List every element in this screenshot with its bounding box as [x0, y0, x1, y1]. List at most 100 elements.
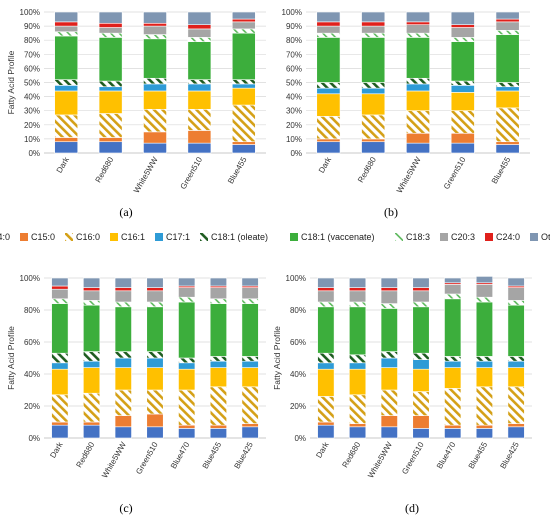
bar-segment — [114, 290, 132, 303]
x-tick-label: Green510 — [179, 155, 205, 191]
bar-segment — [146, 351, 164, 359]
y-tick-label: 0% — [294, 434, 306, 443]
legend-swatch — [65, 233, 73, 241]
bar-segment — [380, 351, 398, 359]
bar-segment — [349, 362, 367, 370]
bar-segment — [380, 277, 398, 288]
x-tick-label: Blue455 — [201, 440, 224, 470]
y-tick-label: 30% — [24, 107, 40, 116]
bar-segment — [231, 144, 256, 154]
x-tick-label: Red680 — [74, 440, 96, 469]
chart-panels: 0% 10% 20% 30% 40% 50% 60% 70% 80% 90% 100% Fatty A… — [6, 8, 532, 515]
bar-segment — [406, 21, 430, 25]
bar-segment — [475, 356, 493, 362]
bar-segment — [450, 142, 475, 154]
bar-segment — [317, 352, 335, 364]
y-tick-label: 80% — [286, 36, 302, 45]
bar-segment — [241, 426, 259, 439]
bar-segment — [143, 131, 167, 144]
bar-segment — [187, 83, 212, 92]
legend-item: C16:1 — [110, 232, 145, 242]
legend-label: Other — [541, 232, 550, 242]
bar-segment — [406, 142, 430, 154]
bar-segment — [450, 37, 475, 42]
bar-segment — [231, 141, 256, 145]
bar-segment — [83, 277, 101, 288]
bar-segment — [178, 362, 196, 370]
bar-segment — [231, 21, 256, 30]
x-tick-label: Blue455 — [490, 155, 513, 185]
bar-segment — [209, 298, 227, 304]
bar-segment — [507, 426, 525, 439]
x-tick-label: Green510 — [442, 155, 468, 191]
panel-label: (b) — [384, 205, 398, 219]
bar-segment — [444, 298, 462, 357]
y-tick-label: 30% — [286, 107, 302, 116]
bar-segment — [231, 87, 256, 106]
bar-segment — [209, 287, 227, 300]
bar-segment — [83, 360, 101, 368]
bar-segment — [412, 277, 430, 288]
y-tick-label: 10% — [286, 135, 302, 144]
y-tick-label: 70% — [286, 50, 302, 59]
x-tick-label: Dark — [55, 155, 72, 175]
bar-segment — [412, 301, 430, 308]
bar-segment — [507, 386, 525, 424]
bar-segment — [231, 18, 256, 23]
bar-segment — [98, 11, 123, 24]
bar-segment — [361, 138, 386, 143]
bar-segment — [475, 428, 493, 439]
bar-segment — [51, 277, 69, 287]
bar-segment — [495, 107, 520, 143]
x-tick-label: Blue425 — [232, 440, 255, 470]
bar-segment — [317, 396, 335, 423]
bar-segment — [495, 86, 520, 92]
bar-segment — [231, 11, 256, 20]
bar-segment — [51, 352, 69, 364]
bar-segment — [114, 306, 132, 352]
bar-segment — [241, 277, 259, 287]
legend-swatch — [485, 233, 493, 241]
bar-segment — [317, 424, 335, 439]
bar-segment — [444, 424, 462, 429]
bar-segment — [231, 32, 256, 80]
chart-panel: 0% 10% 20% 30% 40% 50% 60% 70% 80% 90% 100% Fatty A… — [6, 8, 266, 219]
bar-segment — [98, 90, 123, 114]
y-tick-label: 50% — [24, 79, 40, 88]
bar-segment — [361, 32, 386, 38]
x-tick-label: Blue425 — [498, 440, 521, 470]
bar-segment — [98, 137, 123, 143]
bar-segment — [51, 288, 69, 300]
bar-segment — [231, 28, 256, 34]
legend-label: C24:0 — [496, 232, 520, 242]
legend-swatch — [200, 233, 208, 241]
bar-segment — [361, 25, 386, 34]
bar-segment — [209, 367, 227, 388]
bar-segment — [178, 357, 196, 364]
bar-segment — [143, 34, 167, 40]
bar-segment — [241, 287, 259, 300]
x-tick-label: Blue455 — [467, 440, 490, 470]
legend-item: C18:3 — [395, 232, 430, 242]
y-tick-label: 60% — [24, 338, 40, 347]
bar-segment — [406, 90, 430, 111]
bar-segment — [380, 287, 398, 292]
bar-segment — [495, 21, 520, 31]
bar-segment — [495, 11, 520, 20]
bar-segment — [178, 287, 196, 298]
bar-segment — [361, 141, 386, 154]
bar-segment — [495, 82, 520, 88]
bar-segment — [507, 300, 525, 306]
bar-segment — [114, 277, 132, 288]
legend-item: C20:3 — [440, 232, 475, 242]
bar-segment — [412, 415, 430, 429]
bar-segment — [361, 82, 386, 89]
bar-segment — [114, 357, 132, 368]
bar-segment — [361, 93, 386, 116]
bar-segment — [380, 389, 398, 416]
y-tick-label: 100% — [282, 8, 302, 17]
bar-segment — [316, 25, 341, 34]
bar-segment — [380, 426, 398, 439]
bar-segment — [316, 141, 341, 154]
